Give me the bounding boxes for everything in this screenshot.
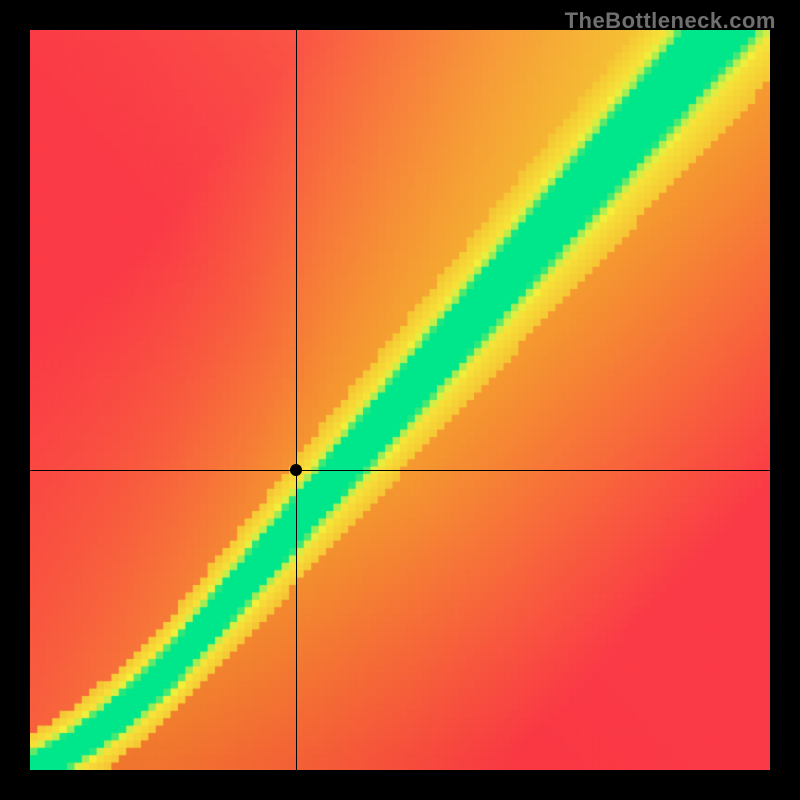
watermark-text: TheBottleneck.com	[565, 8, 776, 34]
bottleneck-heatmap	[30, 30, 770, 770]
chart-container: TheBottleneck.com	[0, 0, 800, 800]
